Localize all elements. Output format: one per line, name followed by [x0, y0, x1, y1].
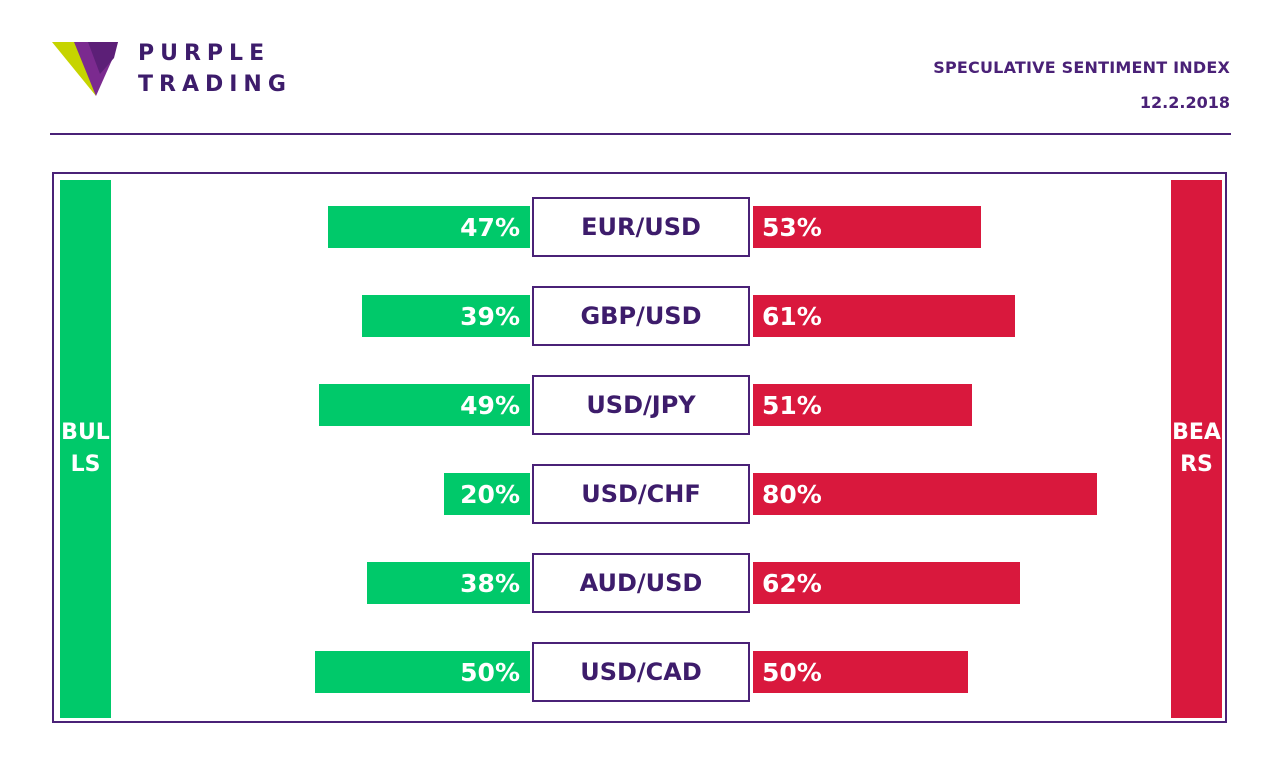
bulls-percent-label: 20% [460, 480, 520, 509]
sentiment-row: 50% 50% USD/CAD [0, 642, 1280, 702]
bears-bar [753, 206, 981, 248]
bears-percent-label: 62% [762, 569, 822, 598]
currency-pair-label: AUD/USD [532, 553, 750, 613]
bulls-bar [444, 473, 530, 515]
chart-title: SPECULATIVE SENTIMENT INDEX [933, 58, 1230, 77]
logo-mark-icon [52, 42, 118, 96]
chart-frame [52, 172, 1227, 723]
bears-bar [753, 384, 973, 426]
bears-percent-label: 61% [762, 302, 822, 331]
bulls-percent-label: 39% [460, 302, 520, 331]
bulls-bar [362, 295, 530, 337]
bears-side-bar: BEARS [1171, 180, 1222, 718]
bulls-percent-label: 38% [460, 569, 520, 598]
sentiment-row: 39% 61% GBP/USD [0, 286, 1280, 346]
bears-bar [753, 295, 1016, 337]
currency-pair-label: USD/CHF [532, 464, 750, 524]
purple-trading-logo [52, 40, 312, 104]
bears-percent-label: 53% [762, 213, 822, 242]
currency-pair-label: EUR/USD [532, 197, 750, 257]
bulls-bar [319, 384, 530, 426]
bulls-percent-label: 47% [460, 213, 520, 242]
sentiment-row: 38% 62% AUD/USD [0, 553, 1280, 613]
bulls-bar [315, 651, 530, 693]
bears-bar [753, 562, 1020, 604]
bears-percent-label: 80% [762, 480, 822, 509]
bears-percent-label: 51% [762, 391, 822, 420]
chart-date: 12.2.2018 [1139, 93, 1230, 112]
bulls-percent-label: 49% [460, 391, 520, 420]
bears-bar [753, 651, 968, 693]
currency-pair-label: USD/CAD [532, 642, 750, 702]
bulls-percent-label: 50% [460, 658, 520, 687]
brand-name-line-1: PURPLE [138, 41, 271, 66]
sentiment-row: 47% 53% EUR/USD [0, 197, 1280, 257]
bears-percent-label: 50% [762, 658, 822, 687]
sentiment-row: 20% 80% USD/CHF [0, 464, 1280, 524]
bulls-bar [327, 206, 530, 248]
header-divider [50, 133, 1231, 135]
brand-name-line-2: TRADING [138, 72, 292, 97]
bears-bar [753, 473, 1097, 515]
currency-pair-label: GBP/USD [532, 286, 750, 346]
sentiment-row: 49% 51% USD/JPY [0, 375, 1280, 435]
currency-pair-label: USD/JPY [532, 375, 750, 435]
bulls-side-bar: BULLS [60, 180, 111, 718]
bears-side-label: BEARS [1172, 420, 1221, 477]
bulls-side-label: BULLS [61, 420, 110, 477]
bulls-bar [366, 562, 530, 604]
